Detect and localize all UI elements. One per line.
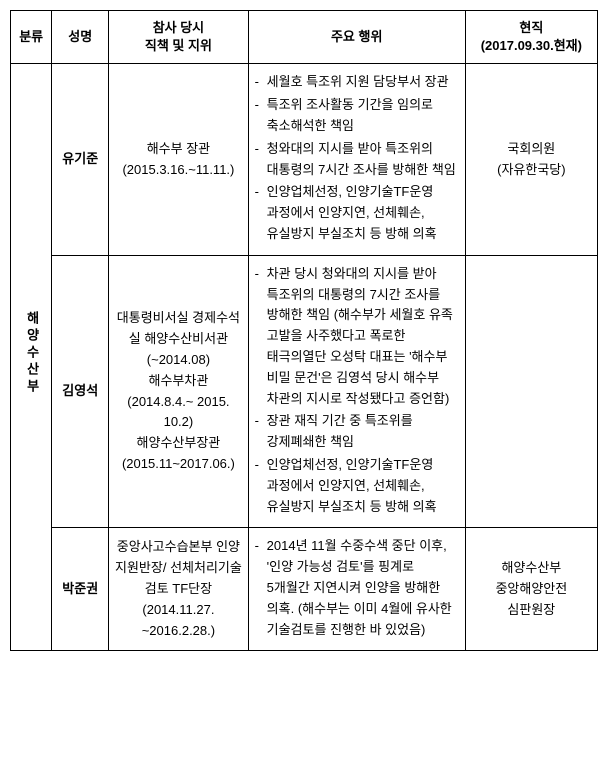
act-item: 인양업체선정, 인양기술TF운영 과정에서 인양지연, 선체훼손, 유실방지 부… [255, 182, 459, 244]
main-table: 분류 성명 참사 당시 직책 및 지위 주요 행위 현직 (2017.09.30… [10, 10, 598, 651]
name-cell: 김영석 [52, 255, 109, 528]
acts-cell: 세월호 특조위 지원 담당부서 장관특조위 조사활동 기간을 임의로 축소해석한… [248, 64, 465, 255]
current-cell: 해양수산부중앙해양안전심판원장 [465, 528, 597, 651]
header-row: 분류 성명 참사 당시 직책 및 지위 주요 행위 현직 (2017.09.30… [11, 11, 598, 64]
col-current: 현직 (2017.09.30.현재) [465, 11, 597, 64]
act-item: 2014년 11월 수중수색 중단 이후, '인양 가능성 검토'를 핑계로 5… [255, 536, 459, 640]
table-row: 김영석대통령비서실 경제수석실 해양수산비서관(~2014.08)해수부차관(2… [11, 255, 598, 528]
position-cell: 중앙사고수습본부 인양지원반장/ 선체처리기술검토 TF단장(2014.11.2… [109, 528, 249, 651]
current-cell [465, 255, 597, 528]
act-item: 세월호 특조위 지원 담당부서 장관 [255, 72, 459, 93]
col-category: 분류 [11, 11, 52, 64]
position-cell: 해수부 장관(2015.3.16.~11.11.) [109, 64, 249, 255]
name-cell: 박준권 [52, 528, 109, 651]
act-item: 청와대의 지시를 받아 특조위의 대통령의 7시간 조사를 방해한 책임 [255, 139, 459, 181]
act-item: 장관 재직 기간 중 특조위를 강제폐쇄한 책임 [255, 411, 459, 453]
name-cell: 유기준 [52, 64, 109, 255]
act-item: 인양업체선정, 인양기술TF운영 과정에서 인양지연, 선체훼손, 유실방지 부… [255, 455, 459, 517]
category-cell: 해양수산부 [11, 64, 52, 651]
col-acts: 주요 행위 [248, 11, 465, 64]
current-cell: 국회의원(자유한국당) [465, 64, 597, 255]
act-item: 차관 당시 청와대의 지시를 받아 특조위의 대통령의 7시간 조사를 방해한 … [255, 264, 459, 410]
table-body: 해양수산부유기준해수부 장관(2015.3.16.~11.11.)세월호 특조위… [11, 64, 598, 651]
acts-cell: 2014년 11월 수중수색 중단 이후, '인양 가능성 검토'를 핑계로 5… [248, 528, 465, 651]
acts-cell: 차관 당시 청와대의 지시를 받아 특조위의 대통령의 7시간 조사를 방해한 … [248, 255, 465, 528]
col-position: 참사 당시 직책 및 지위 [109, 11, 249, 64]
position-cell: 대통령비서실 경제수석실 해양수산비서관(~2014.08)해수부차관(2014… [109, 255, 249, 528]
act-item: 특조위 조사활동 기간을 임의로 축소해석한 책임 [255, 95, 459, 137]
table-row: 해양수산부유기준해수부 장관(2015.3.16.~11.11.)세월호 특조위… [11, 64, 598, 255]
col-name: 성명 [52, 11, 109, 64]
table-row: 박준권중앙사고수습본부 인양지원반장/ 선체처리기술검토 TF단장(2014.1… [11, 528, 598, 651]
